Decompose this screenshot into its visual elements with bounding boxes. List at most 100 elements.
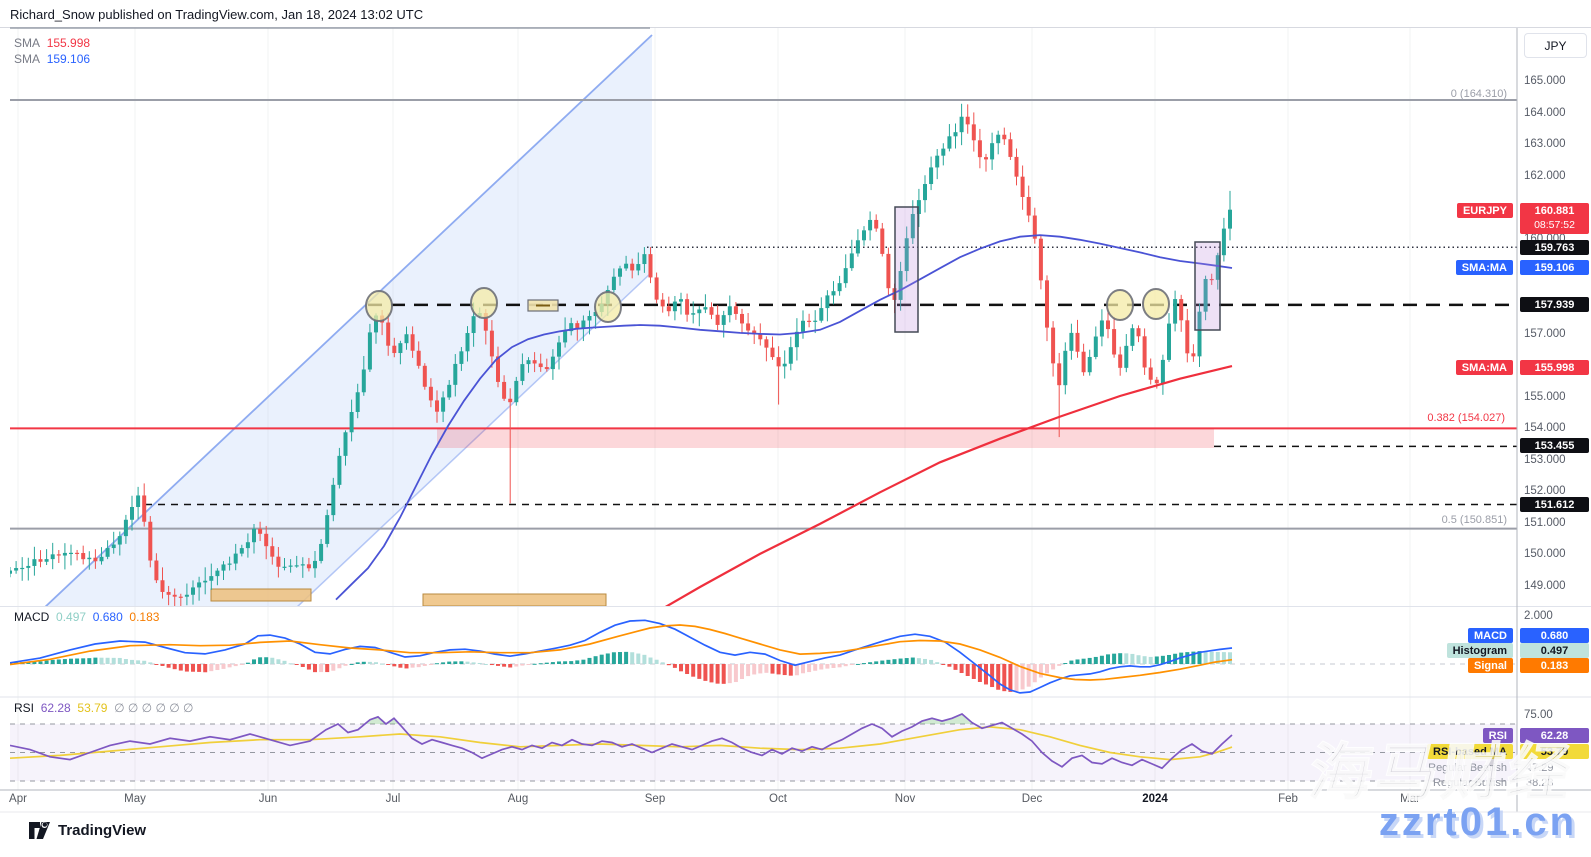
sma-blue-line[interactable] (335, 234, 1233, 601)
macd-pane[interactable] (8, 619, 1517, 694)
macd-signal-line (10, 624, 1233, 681)
sma2-value: 159.106 (46, 52, 91, 66)
histogram-value-tag[interactable]: 0.497 (1520, 643, 1589, 658)
rsi-ma-left-tag[interactable]: RSI-based MA (1427, 744, 1513, 759)
month-label-feb: Feb (1278, 793, 1298, 805)
macd-left-tag[interactable]: MACD (1468, 628, 1513, 643)
rsi-null-values: ∅ ∅ ∅ ∅ ∅ ∅ (114, 701, 194, 715)
price-tick-label: 157.000 (1524, 327, 1566, 340)
signal-left-tag[interactable]: Signal (1467, 658, 1513, 673)
yellow-circle-marker[interactable] (594, 291, 622, 323)
price-tick-label: 165.000 (1524, 75, 1566, 87)
last-price-tag[interactable]: 160.881 08:57:52 (1520, 203, 1589, 234)
last-price: 160.881 (1534, 205, 1575, 217)
main-pane[interactable] (8, 34, 1517, 622)
month-gridlines (17, 28, 1411, 790)
rsi-legend-row[interactable]: RSI 62.28 53.79 ∅ ∅ ∅ ∅ ∅ ∅ (14, 701, 193, 715)
macd-axis-tick: 2.000 (1524, 610, 1553, 622)
sma-legend-row-1[interactable]: SMA 155.998 (14, 36, 90, 50)
sma-red-value-tag[interactable]: 155.998 (1520, 360, 1589, 375)
sma-red-left-tag[interactable]: SMA:MA (1455, 360, 1513, 375)
rsi-ma-line (10, 726, 1233, 761)
yellow-circle-marker[interactable] (470, 287, 498, 319)
tan-zone-box[interactable] (422, 593, 607, 606)
price-tick-label: 154.000 (1524, 422, 1566, 435)
regular-bearish-value: 47.29 (1526, 761, 1554, 774)
level-tag-159763[interactable]: 159.763 (1520, 240, 1589, 255)
macd-signal-value: 0.183 (129, 610, 160, 624)
month-label-apr: Apr (9, 793, 27, 805)
rsi-pane[interactable] (10, 713, 1517, 782)
watermark-url: zzrt01.cn (1378, 800, 1577, 844)
sma1-value: 155.998 (46, 36, 91, 50)
rsi-left-tag[interactable]: RSI (1482, 728, 1513, 743)
macd-line-value: 0.680 (92, 610, 123, 624)
histogram-left-tag[interactable]: Histogram (1446, 643, 1513, 658)
pink-zone-rect[interactable] (437, 428, 1214, 448)
rsi-ma-value: 53.79 (77, 701, 108, 715)
sma1-label: SMA (14, 36, 41, 50)
price-tick-label: 152.000 (1524, 485, 1566, 498)
regular-bullish-label: Regular Bullish (1433, 776, 1507, 789)
macd-value-tag[interactable]: 0.680 (1520, 628, 1589, 643)
price-tick-label: 153.000 (1524, 453, 1566, 466)
watermark-cn-text: 海马财经 (1304, 738, 1580, 809)
price-tick-label: 164.000 (1524, 106, 1566, 119)
purple-highlight-box[interactable] (894, 206, 919, 333)
sma-legend-row-2[interactable]: SMA 159.106 (14, 52, 90, 66)
fib-retracement-lines[interactable] (10, 98, 1517, 530)
month-label-sep: Sep (644, 793, 666, 805)
tan-zone-box[interactable] (210, 588, 312, 602)
sma2-label: SMA (14, 52, 41, 66)
rsi-axis-tick: 75.00 (1524, 709, 1553, 721)
sma-blue-left-tag[interactable]: SMA:MA (1455, 260, 1513, 275)
price-tick-label: 155.000 (1524, 390, 1566, 403)
fib-382-label: 0.382 (154.027) (1427, 412, 1505, 424)
month-label-jul: Jul (385, 793, 401, 805)
price-tick-label: 149.000 (1524, 580, 1566, 592)
month-label-may: May (124, 793, 146, 805)
signal-value-tag[interactable]: 0.183 (1520, 658, 1589, 673)
macd-hist-value: 0.497 (56, 610, 87, 624)
yellow-circle-marker[interactable] (365, 290, 393, 322)
symbol-tag[interactable]: EURJPY (1456, 203, 1513, 218)
sma-red-line[interactable] (640, 365, 1233, 622)
price-tick-label: 162.000 (1524, 169, 1566, 182)
regular-bearish-label: Regular Bearish (1428, 761, 1507, 774)
price-tick-label: 150.000 (1524, 548, 1566, 561)
yellow-circle-marker[interactable] (1142, 288, 1170, 320)
month-label-aug: Aug (507, 793, 529, 805)
fib-0-label: 0 (164.310) (1450, 88, 1507, 100)
currency-button[interactable]: JPY (1524, 33, 1587, 58)
price-tick-label: 163.000 (1524, 138, 1566, 151)
month-label-jun: Jun (258, 793, 278, 805)
price-tick-label: 151.000 (1524, 516, 1566, 529)
level-tag-153455[interactable]: 153.455 (1520, 438, 1589, 453)
macd-legend-row[interactable]: MACD 0.497 0.680 0.183 (14, 610, 159, 624)
month-label-nov: Nov (894, 793, 916, 805)
purple-highlight-box[interactable] (1194, 241, 1221, 331)
byline: Richard_Snow published on TradingView.co… (10, 7, 424, 22)
level-tag-151612[interactable]: 151.612 (1520, 497, 1589, 512)
rsi-title: RSI (14, 701, 35, 715)
level-tag-157939[interactable]: 157.939 (1520, 297, 1589, 312)
tradingview-brand-text: TradingView (58, 822, 147, 839)
rsi-ma-value-tag[interactable]: 53.79 (1520, 744, 1589, 759)
tradingview-brand[interactable]: TradingView (28, 820, 146, 841)
macd-histogram (10, 651, 1232, 692)
sma-blue-value-tag[interactable]: 159.106 (1520, 260, 1589, 275)
candlestick-series[interactable] (8, 103, 1232, 611)
macd-line (10, 619, 1233, 694)
month-label-2024: 2024 (1142, 793, 1168, 805)
regular-bullish-value: 38.23 (1526, 776, 1554, 789)
rsi-value-tag[interactable]: 62.28 (1520, 728, 1589, 743)
month-label-mar: Mar (1400, 793, 1420, 805)
rsi-line-value: 62.28 (40, 701, 71, 715)
time-axis[interactable]: Apr May Jun Jul Aug Sep Oct Nov Dec 2024 Feb Mar (0, 793, 1591, 811)
month-label-dec: Dec (1021, 793, 1043, 805)
tradingview-logo-icon (29, 822, 50, 839)
yellow-circle-marker[interactable] (1106, 289, 1134, 321)
month-label-oct: Oct (769, 793, 787, 805)
